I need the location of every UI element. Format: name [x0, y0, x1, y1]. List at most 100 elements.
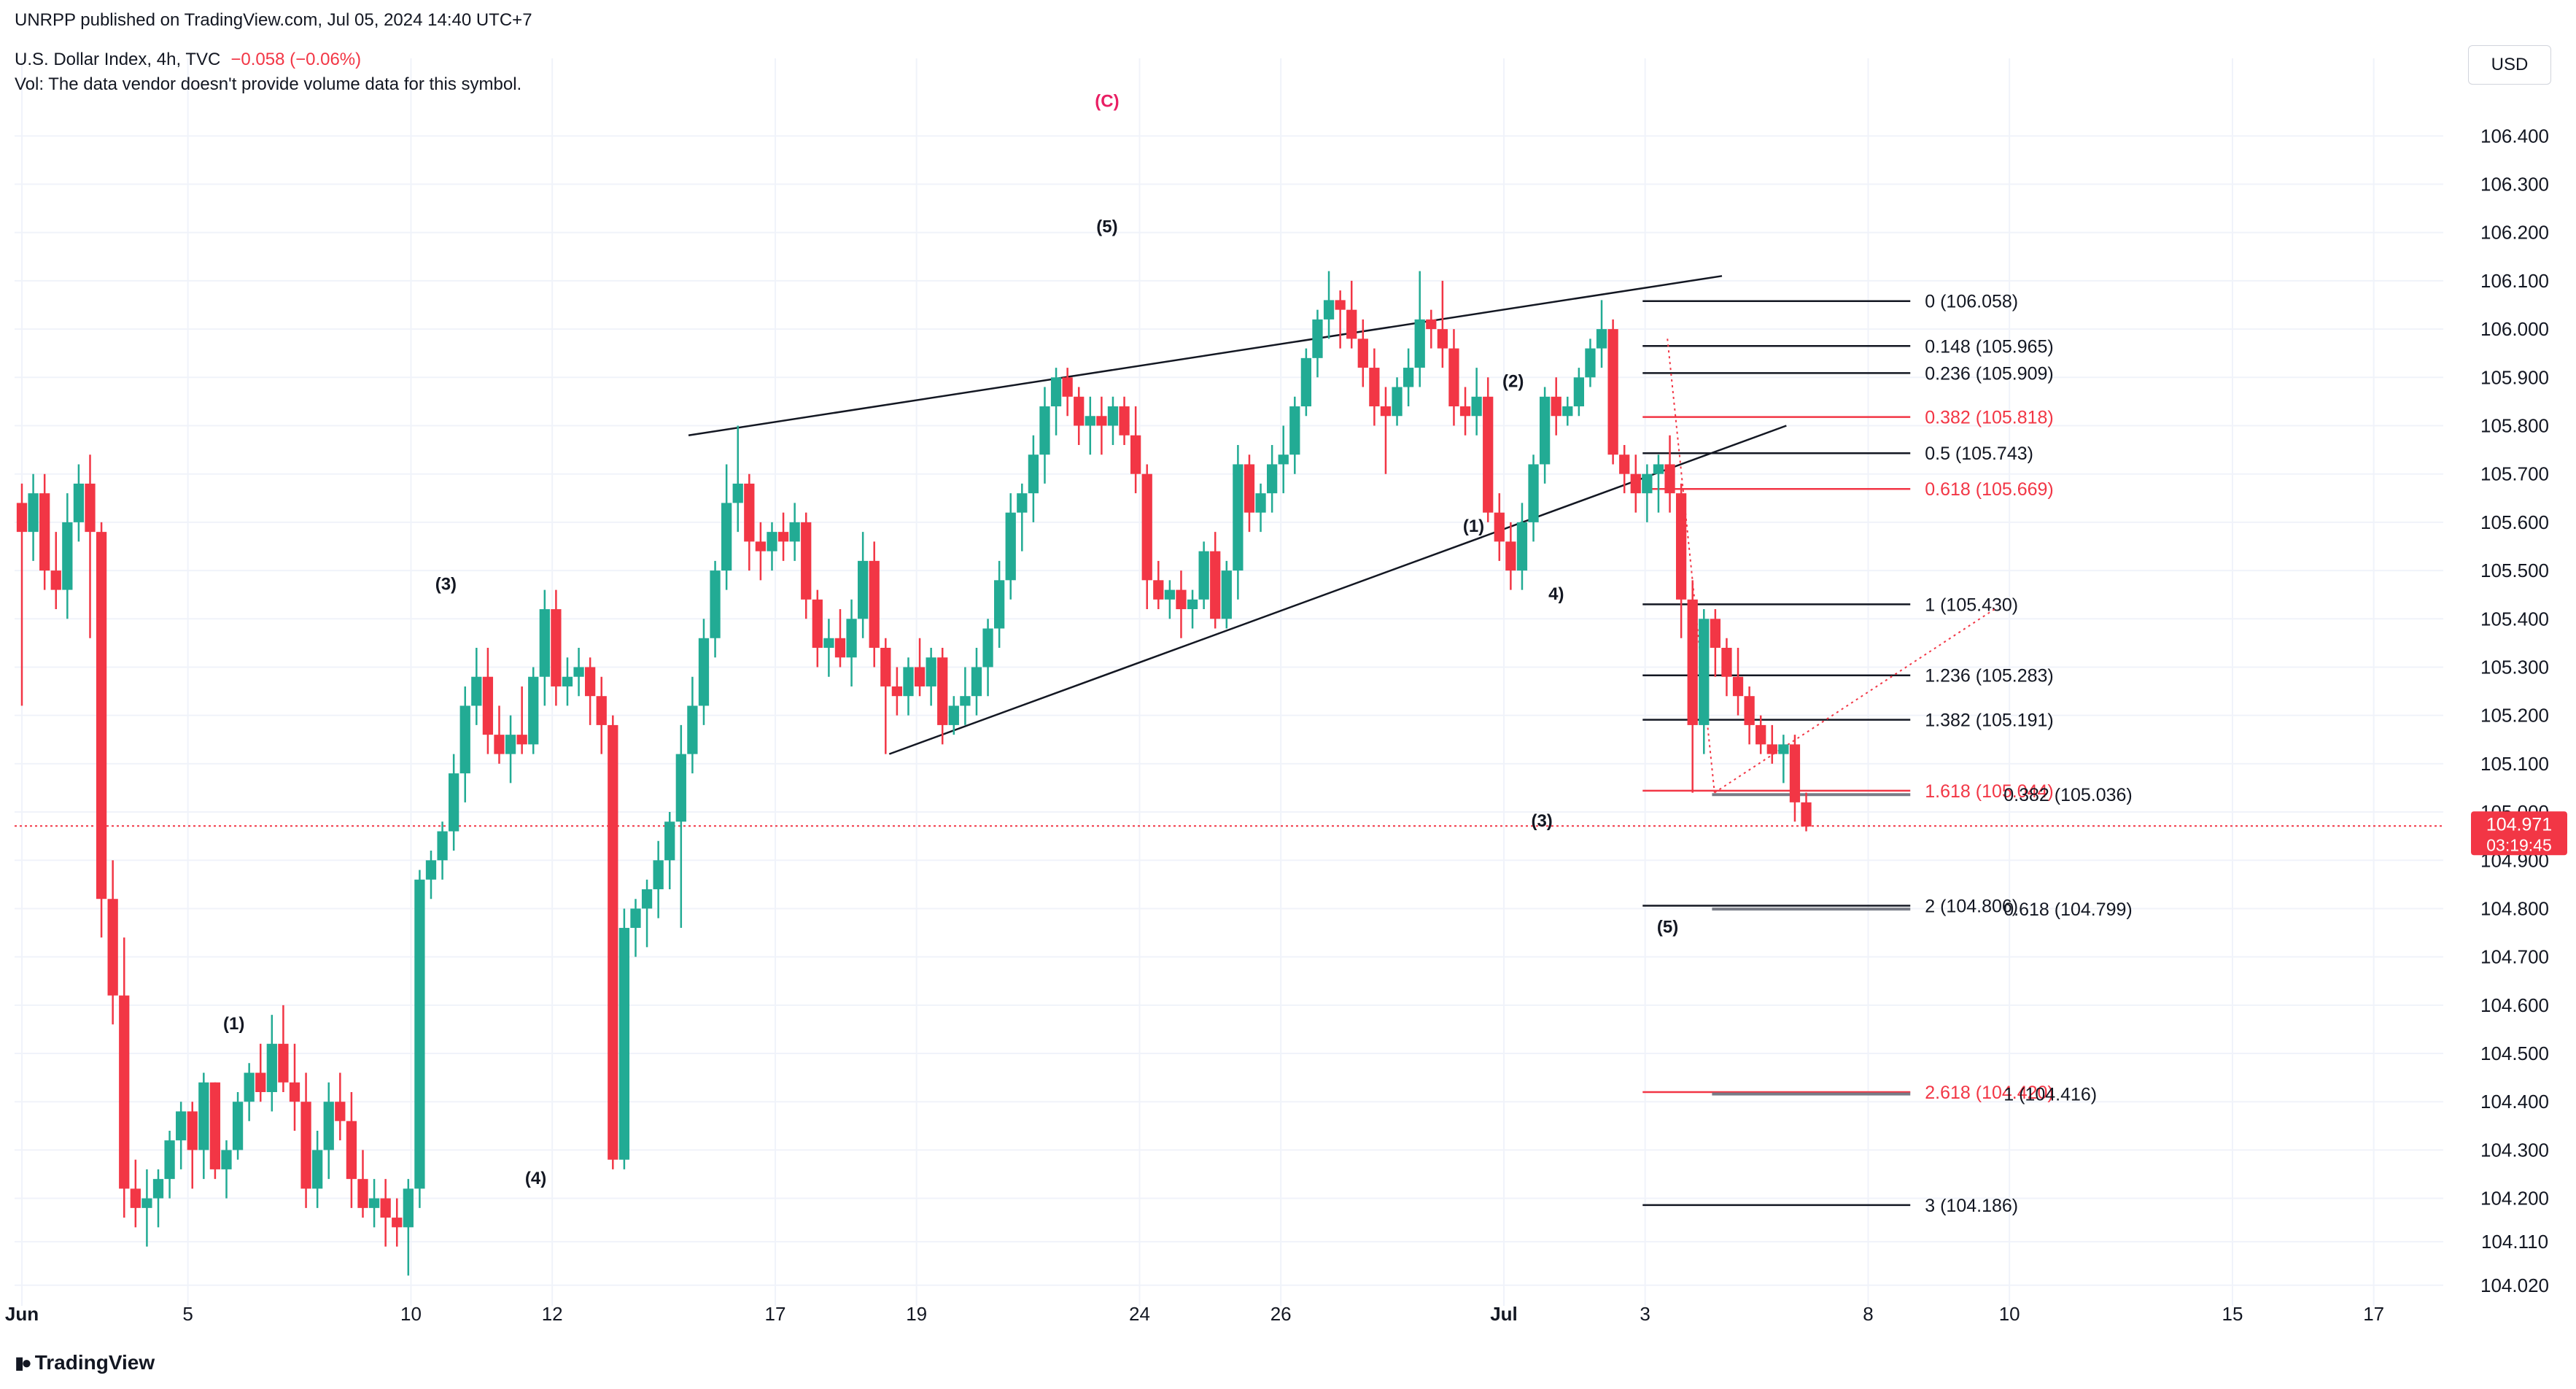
candle — [50, 532, 61, 610]
candle — [1437, 280, 1448, 368]
candle-body — [392, 1218, 403, 1228]
candle — [1335, 290, 1346, 349]
candle — [562, 657, 573, 706]
candle — [164, 1130, 175, 1199]
candle-body — [1619, 454, 1630, 474]
candle-body — [834, 638, 846, 658]
candle-body — [1392, 387, 1403, 417]
price-tick-label: 104.020 — [2480, 1274, 2549, 1296]
candle-body — [1187, 599, 1198, 610]
candle-body — [1039, 406, 1050, 455]
tradingview-logo[interactable]: ▮● TradingView — [15, 1351, 155, 1374]
candle-body — [471, 676, 482, 706]
candle — [1744, 686, 1755, 745]
candle — [1392, 377, 1403, 426]
candle — [1074, 387, 1085, 445]
candle-body — [1573, 377, 1585, 407]
candle — [1357, 319, 1368, 387]
candle — [767, 522, 777, 571]
candle-body — [1346, 309, 1357, 339]
candle — [130, 1159, 141, 1228]
candle-body — [141, 1198, 152, 1208]
candle — [516, 686, 527, 754]
projection-line — [1714, 608, 1995, 794]
candle-body — [596, 696, 607, 725]
fib-level-label: 0.236 (105.909) — [1925, 363, 2054, 384]
candle-body — [1266, 464, 1278, 494]
fib-level-label: 0.5 (105.743) — [1925, 444, 2033, 464]
time-tick-label: 3 — [1640, 1303, 1650, 1325]
candle-body — [664, 821, 675, 861]
candle — [903, 657, 914, 716]
candle-body — [1119, 406, 1130, 436]
time-tick-label: 19 — [906, 1303, 927, 1325]
candle — [62, 493, 73, 619]
candle — [1539, 387, 1551, 484]
candle — [300, 1072, 311, 1208]
candle — [1664, 435, 1675, 513]
candle-body — [948, 705, 959, 725]
candle — [1176, 570, 1187, 638]
fib-level-label: 0.382 (105.818) — [1925, 408, 2054, 428]
wave-label: (5) — [1657, 918, 1678, 937]
candle-body — [971, 667, 982, 697]
candle — [1380, 387, 1392, 474]
candle — [1483, 377, 1494, 522]
candle — [777, 512, 789, 561]
candle-body — [880, 647, 891, 686]
wedge-line — [688, 275, 1723, 436]
candle — [1766, 724, 1777, 764]
candle-body — [312, 1150, 323, 1189]
candle — [289, 1043, 300, 1131]
candle — [1369, 348, 1380, 426]
candle-body — [380, 1198, 391, 1218]
countdown-timer: 03:19:45 — [2486, 835, 2552, 854]
candle-body — [198, 1082, 209, 1150]
candle — [1596, 300, 1607, 368]
candle — [630, 899, 641, 957]
candle-body — [494, 735, 505, 754]
candles — [16, 271, 1812, 1276]
candle — [380, 1179, 391, 1247]
symbol-title[interactable]: U.S. Dollar Index, 4h, TVC — [15, 50, 221, 69]
candle-body — [858, 560, 869, 619]
candle-body — [300, 1102, 311, 1189]
candle-body — [914, 667, 926, 686]
candle-body — [107, 899, 118, 996]
currency-button[interactable]: USD — [2468, 45, 2551, 85]
candle-body — [1494, 512, 1505, 542]
candle-body — [1062, 377, 1073, 397]
candle-body — [1426, 319, 1437, 330]
candle-body — [16, 503, 28, 533]
candle — [608, 715, 618, 1169]
candle — [107, 860, 118, 1025]
wave-label: (2) — [1502, 372, 1524, 392]
fib-level-label: 0.148 (105.965) — [1925, 336, 2054, 357]
candle — [392, 1198, 403, 1247]
candle-body — [937, 657, 948, 725]
candle — [232, 1091, 244, 1160]
candle — [152, 1169, 164, 1228]
candle-body — [960, 696, 971, 706]
candle — [1585, 338, 1596, 387]
candle-body — [1096, 416, 1107, 426]
candle-body — [335, 1102, 346, 1121]
brand-name: TradingView — [34, 1351, 155, 1374]
candle-body — [1164, 589, 1176, 600]
candle — [1448, 329, 1459, 426]
price-tick-label: 106.200 — [2480, 222, 2549, 244]
candle-body — [1551, 396, 1561, 417]
fib-level-label: 2.618 (104.420) — [1925, 1083, 2054, 1103]
last-price-value: 104.971 — [2486, 814, 2552, 835]
price-axis: 106.400 106.300 106.200 106.100 106.000 105.9… — [2471, 125, 2567, 1296]
candle-body — [459, 705, 470, 774]
candle — [1630, 454, 1641, 513]
candle — [187, 1102, 198, 1189]
candle-body — [357, 1179, 368, 1208]
candle — [1471, 368, 1482, 436]
candle — [459, 686, 470, 802]
candle — [209, 1082, 221, 1180]
candle — [482, 647, 494, 754]
candle — [403, 1179, 414, 1276]
